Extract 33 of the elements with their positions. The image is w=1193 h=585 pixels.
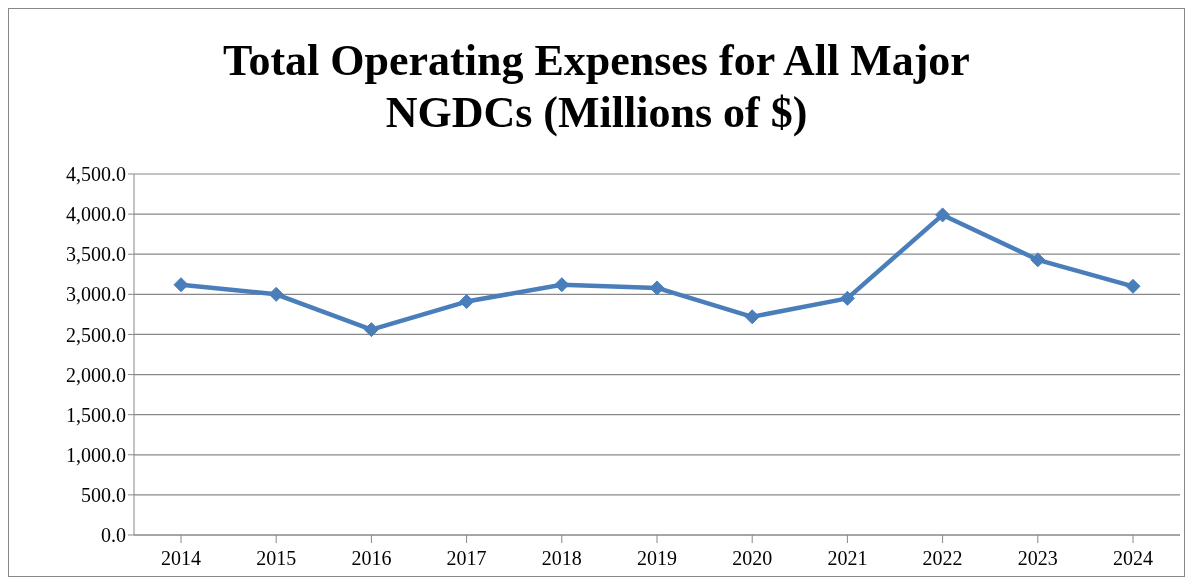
y-tick-label: 3,500.0 [66, 243, 126, 266]
y-tick-label: 2,500.0 [66, 323, 126, 346]
x-tick-label: 2020 [732, 547, 773, 570]
x-tick-label: 2017 [446, 547, 487, 570]
point [744, 309, 760, 325]
point [839, 290, 855, 306]
point [459, 294, 475, 310]
y-tick-label: 4,500.0 [66, 163, 126, 186]
y-tick-label: 2,000.0 [66, 363, 126, 386]
chart-title: Total Operating Expenses for All Major NGDCs (Millions of $) [222, 35, 971, 139]
x-tick-label: 2023 [1017, 547, 1058, 570]
y-tick-label: 3,000.0 [66, 283, 126, 306]
point [1030, 252, 1046, 268]
y-tick-label: 0.0 [101, 524, 126, 547]
x-tick-label: 2019 [637, 547, 677, 570]
point [363, 322, 379, 338]
point [935, 207, 951, 223]
x-tick-label: 2018 [541, 547, 582, 570]
x-tick-label: 2022 [922, 547, 963, 570]
y-tick-label: 4,000.0 [66, 203, 126, 226]
x-tick-label: 2021 [827, 547, 868, 570]
point [268, 286, 284, 302]
x-tick-label: 2016 [351, 547, 392, 570]
x-tick-label: 2015 [256, 547, 297, 570]
point [649, 280, 665, 296]
y-tick-label: 1,500.0 [66, 403, 126, 426]
point [173, 277, 189, 293]
y-tick-label: 1,000.0 [66, 443, 126, 466]
x-tick-label: 2014 [161, 547, 201, 570]
x-tick-label: 2024 [1113, 547, 1153, 570]
point [1125, 278, 1141, 294]
point [554, 277, 570, 293]
y-tick-label: 500.0 [81, 483, 126, 506]
